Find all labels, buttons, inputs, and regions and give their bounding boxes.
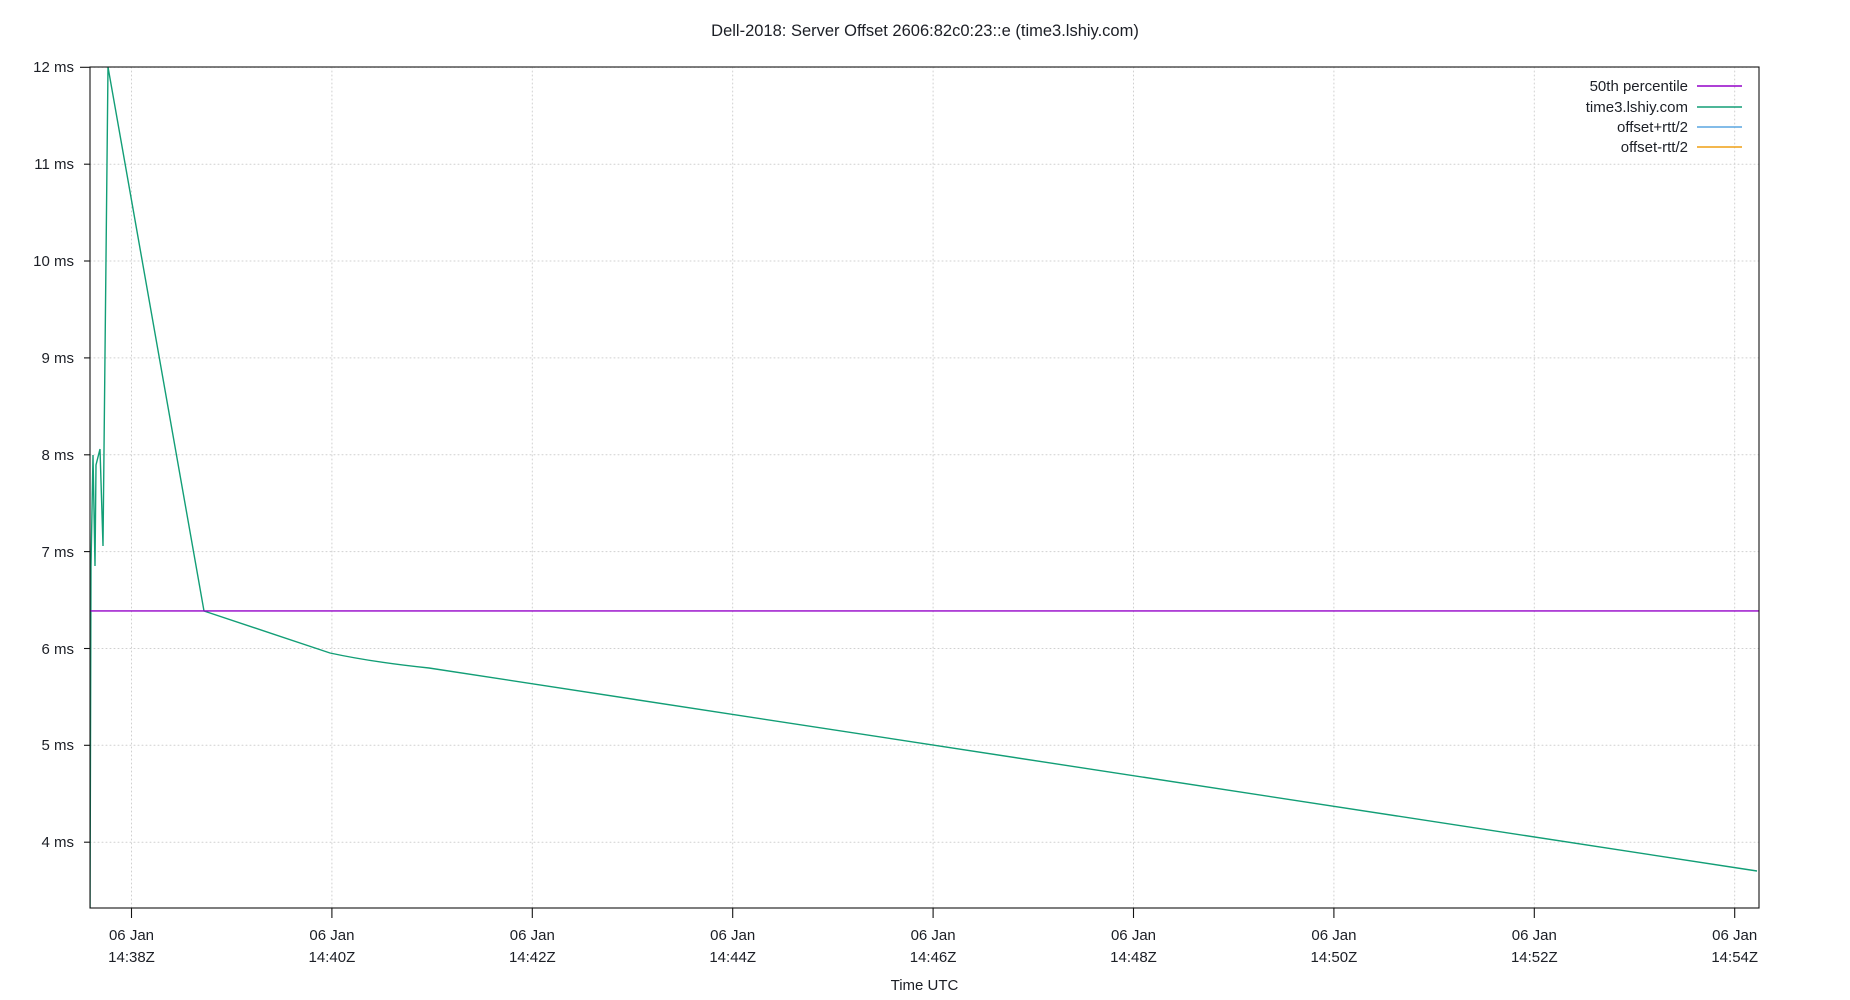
svg-text:14:50Z: 14:50Z bbox=[1311, 949, 1358, 966]
svg-text:Time UTC: Time UTC bbox=[891, 977, 959, 994]
svg-text:offset+rtt/2: offset+rtt/2 bbox=[1617, 119, 1688, 136]
svg-text:50th percentile: 50th percentile bbox=[1590, 78, 1688, 95]
svg-text:9 ms: 9 ms bbox=[41, 350, 74, 367]
svg-text:14:38Z: 14:38Z bbox=[108, 949, 155, 966]
svg-text:06 Jan: 06 Jan bbox=[1712, 927, 1757, 944]
svg-text:06 Jan: 06 Jan bbox=[911, 927, 956, 944]
svg-text:06 Jan: 06 Jan bbox=[309, 927, 354, 944]
svg-text:06 Jan: 06 Jan bbox=[710, 927, 755, 944]
svg-text:5 ms: 5 ms bbox=[41, 737, 74, 754]
svg-text:7 ms: 7 ms bbox=[41, 544, 74, 561]
svg-text:14:48Z: 14:48Z bbox=[1110, 949, 1157, 966]
svg-text:12 ms: 12 ms bbox=[33, 59, 74, 76]
svg-text:14:42Z: 14:42Z bbox=[509, 949, 556, 966]
svg-text:14:46Z: 14:46Z bbox=[910, 949, 957, 966]
svg-text:06 Jan: 06 Jan bbox=[109, 927, 154, 944]
svg-text:time3.lshiy.com: time3.lshiy.com bbox=[1586, 99, 1688, 116]
svg-text:8 ms: 8 ms bbox=[41, 447, 74, 464]
svg-text:14:52Z: 14:52Z bbox=[1511, 949, 1558, 966]
svg-text:14:54Z: 14:54Z bbox=[1711, 949, 1758, 966]
svg-text:6 ms: 6 ms bbox=[41, 641, 74, 658]
svg-text:06 Jan: 06 Jan bbox=[1111, 927, 1156, 944]
svg-text:06 Jan: 06 Jan bbox=[1311, 927, 1356, 944]
svg-text:14:40Z: 14:40Z bbox=[309, 949, 356, 966]
svg-text:11 ms: 11 ms bbox=[34, 156, 74, 173]
svg-text:06 Jan: 06 Jan bbox=[1512, 927, 1557, 944]
svg-text:4 ms: 4 ms bbox=[41, 834, 74, 851]
svg-text:06 Jan: 06 Jan bbox=[510, 927, 555, 944]
svg-text:10 ms: 10 ms bbox=[33, 253, 74, 270]
svg-text:14:44Z: 14:44Z bbox=[709, 949, 756, 966]
svg-text:offset-rtt/2: offset-rtt/2 bbox=[1621, 139, 1688, 156]
